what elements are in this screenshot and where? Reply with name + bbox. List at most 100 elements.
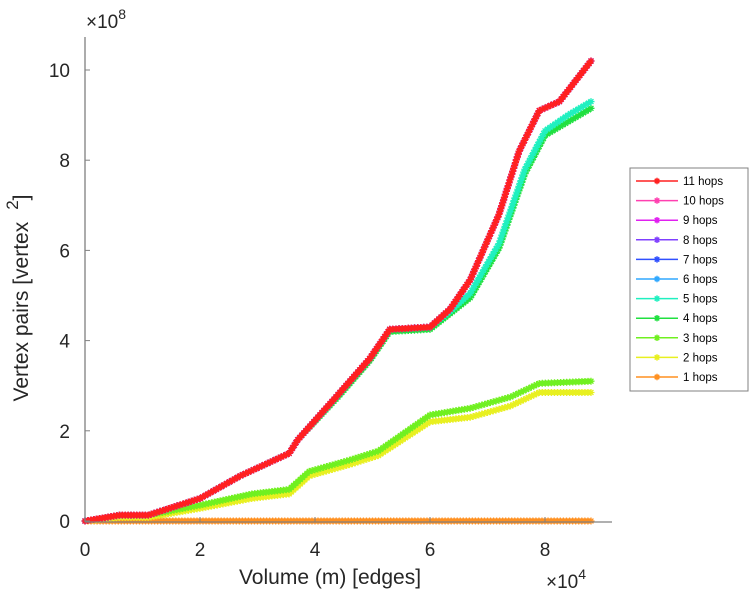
- data-point-marker: [508, 170, 516, 178]
- x-tick-label: 8: [540, 540, 551, 561]
- data-point-marker: [475, 411, 483, 419]
- legend-label: 7 hops: [683, 254, 718, 266]
- data-point-marker: [475, 257, 483, 265]
- data-point-marker: [567, 110, 575, 118]
- data-point-marker: [348, 460, 356, 468]
- data-point-marker: [156, 507, 164, 515]
- data-point-marker: [486, 399, 494, 407]
- legend-marker-icon: [653, 177, 661, 185]
- data-point-marker: [522, 162, 530, 170]
- data-point-marker: [287, 447, 295, 455]
- y-ticks: 0 2 4 6 8 10: [49, 61, 90, 533]
- data-point-marker: [340, 458, 348, 466]
- legend-item: 4 hops: [636, 313, 718, 325]
- data-point-marker: [199, 493, 207, 501]
- data-point-marker: [475, 402, 483, 410]
- data-point-marker: [360, 452, 368, 460]
- data-point-marker: [239, 471, 247, 479]
- data-point-marker: [486, 408, 494, 416]
- data-point-marker: [495, 396, 503, 404]
- data-point-marker: [234, 473, 242, 481]
- legend-marker-icon: [653, 256, 661, 263]
- data-point-marker: [493, 242, 501, 250]
- data-point-marker: [529, 120, 537, 128]
- data-point-marker: [489, 224, 497, 232]
- data-point-marker: [317, 464, 325, 472]
- data-point-marker: [308, 467, 316, 475]
- legend-label: 5 hops: [683, 294, 718, 306]
- data-point-marker: [478, 268, 486, 276]
- data-point-marker: [150, 509, 158, 517]
- y-tick-label: 2: [59, 422, 70, 443]
- data-point-marker: [258, 462, 266, 470]
- data-point-marker: [531, 115, 539, 123]
- data-point-marker: [466, 413, 474, 421]
- data-point-marker: [311, 470, 319, 478]
- data-point-marker: [282, 451, 290, 459]
- data-point-marker: [147, 510, 155, 518]
- data-point-marker: [496, 237, 504, 245]
- y-tick-label: 8: [59, 151, 70, 172]
- data-point-marker: [526, 126, 534, 134]
- legend-item: 2 hops: [636, 352, 718, 364]
- data-point-marker: [498, 202, 506, 210]
- data-point-marker: [369, 453, 376, 461]
- data-point-marker: [520, 136, 528, 144]
- data-point-marker: [207, 488, 215, 496]
- data-point-marker: [554, 124, 562, 132]
- data-point-marker: [490, 221, 498, 229]
- data-point-marker: [507, 173, 515, 181]
- data-point-marker: [334, 464, 342, 472]
- data-point-marker: [537, 135, 545, 143]
- data-point-marker: [187, 497, 195, 505]
- data-point-marker: [500, 193, 508, 201]
- data-point-marker: [366, 450, 374, 458]
- data-point-marker: [467, 273, 475, 281]
- data-point-marker: [474, 276, 482, 284]
- data-point-marker: [472, 412, 480, 420]
- data-point-marker: [236, 472, 244, 480]
- x-multiplier: ×104: [546, 566, 586, 593]
- data-point-marker: [320, 463, 328, 471]
- data-point-marker: [501, 222, 509, 230]
- series-9-hops: [81, 57, 595, 525]
- data-point-marker: [305, 467, 313, 475]
- legend-item: 11 hops: [636, 176, 723, 188]
- data-point-marker: [351, 454, 359, 462]
- data-point-marker: [217, 482, 225, 490]
- data-point-marker: [502, 220, 510, 228]
- data-point-marker: [320, 468, 328, 476]
- legend-label: 3 hops: [683, 333, 718, 345]
- data-point-marker: [504, 394, 512, 402]
- data-point-marker: [481, 263, 489, 271]
- data-point-marker: [512, 400, 520, 408]
- data-point-marker: [512, 191, 520, 199]
- data-point-marker: [549, 127, 557, 135]
- data-point-marker: [530, 117, 538, 125]
- data-point-marker: [285, 449, 293, 457]
- data-point-marker: [314, 469, 322, 477]
- data-point-marker: [532, 143, 540, 151]
- data-point-marker: [527, 154, 535, 162]
- data-point-marker: [469, 412, 477, 420]
- data-point-marker: [584, 99, 592, 107]
- data-point-marker: [511, 159, 519, 167]
- data-point-marker: [280, 452, 288, 460]
- data-point-marker: [499, 228, 507, 236]
- data-point-marker: [483, 261, 491, 269]
- series-layer: [81, 57, 595, 525]
- data-point-marker: [516, 180, 524, 188]
- data-point-marker: [371, 453, 379, 461]
- data-point-marker: [159, 507, 167, 515]
- series-line: [84, 60, 593, 523]
- data-point-marker: [482, 240, 490, 248]
- data-point-marker: [247, 467, 255, 475]
- data-point-marker: [470, 268, 478, 276]
- data-point-marker: [498, 404, 506, 412]
- data-point-marker: [331, 460, 339, 468]
- data-point-marker: [517, 177, 525, 185]
- data-point-marker: [476, 254, 484, 262]
- data-point-marker: [466, 289, 474, 297]
- legend-item: 7 hops: [636, 254, 718, 266]
- data-point-marker: [472, 262, 480, 270]
